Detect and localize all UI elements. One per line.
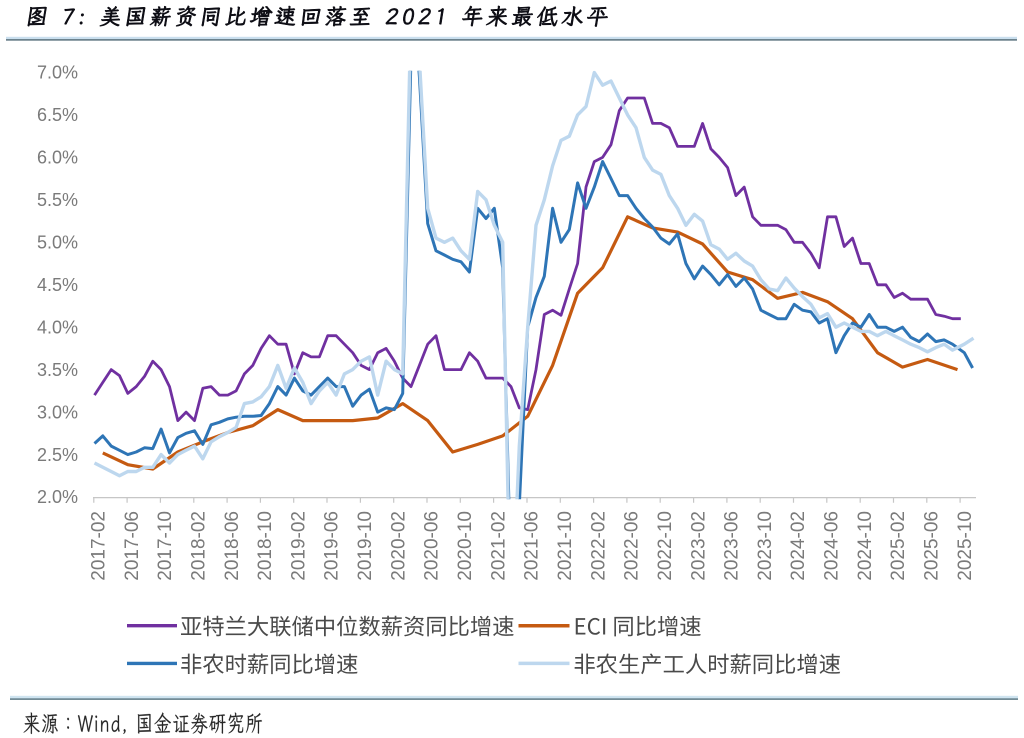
svg-text:2025-02: 2025-02 — [888, 511, 909, 581]
svg-text:2020-06: 2020-06 — [422, 511, 443, 581]
svg-text:2018-02: 2018-02 — [189, 511, 210, 581]
svg-text:4.0%: 4.0% — [37, 317, 78, 337]
svg-text:2022-10: 2022-10 — [655, 511, 676, 581]
svg-text:2022-02: 2022-02 — [588, 511, 609, 581]
svg-text:2024-06: 2024-06 — [822, 511, 843, 581]
svg-text:2017-06: 2017-06 — [122, 511, 143, 581]
svg-text:2021-06: 2021-06 — [522, 511, 543, 581]
svg-text:2024-02: 2024-02 — [788, 511, 809, 581]
svg-text:3.0%: 3.0% — [37, 402, 78, 422]
svg-text:2017-10: 2017-10 — [155, 511, 176, 581]
svg-text:2022-06: 2022-06 — [622, 511, 643, 581]
svg-text:6.0%: 6.0% — [37, 148, 78, 168]
svg-text:2023-10: 2023-10 — [755, 511, 776, 581]
svg-text:2023-06: 2023-06 — [722, 511, 743, 581]
svg-text:2023-02: 2023-02 — [688, 511, 709, 581]
svg-text:2021-10: 2021-10 — [555, 511, 576, 581]
svg-text:2025-10: 2025-10 — [955, 511, 976, 581]
svg-text:5.5%: 5.5% — [37, 190, 78, 210]
svg-text:3.5%: 3.5% — [37, 360, 78, 380]
svg-text:2.0%: 2.0% — [37, 487, 78, 507]
svg-text:2019-02: 2019-02 — [288, 511, 309, 581]
svg-text:7.0%: 7.0% — [37, 63, 78, 83]
svg-text:2019-06: 2019-06 — [322, 511, 343, 581]
svg-text:2019-10: 2019-10 — [355, 511, 376, 581]
svg-text:2024-10: 2024-10 — [855, 511, 876, 581]
svg-text:5.0%: 5.0% — [37, 233, 78, 253]
svg-text:2020-02: 2020-02 — [388, 511, 409, 581]
svg-text:4.5%: 4.5% — [37, 275, 78, 295]
svg-text:6.5%: 6.5% — [37, 105, 78, 125]
svg-text:2020-10: 2020-10 — [455, 511, 476, 581]
svg-text:2021-02: 2021-02 — [488, 511, 509, 581]
svg-text:2017-02: 2017-02 — [89, 511, 110, 581]
svg-text:2025-06: 2025-06 — [922, 511, 943, 581]
svg-text:2018-10: 2018-10 — [255, 511, 276, 581]
svg-text:2.5%: 2.5% — [37, 445, 78, 465]
svg-text:2018-06: 2018-06 — [222, 511, 243, 581]
